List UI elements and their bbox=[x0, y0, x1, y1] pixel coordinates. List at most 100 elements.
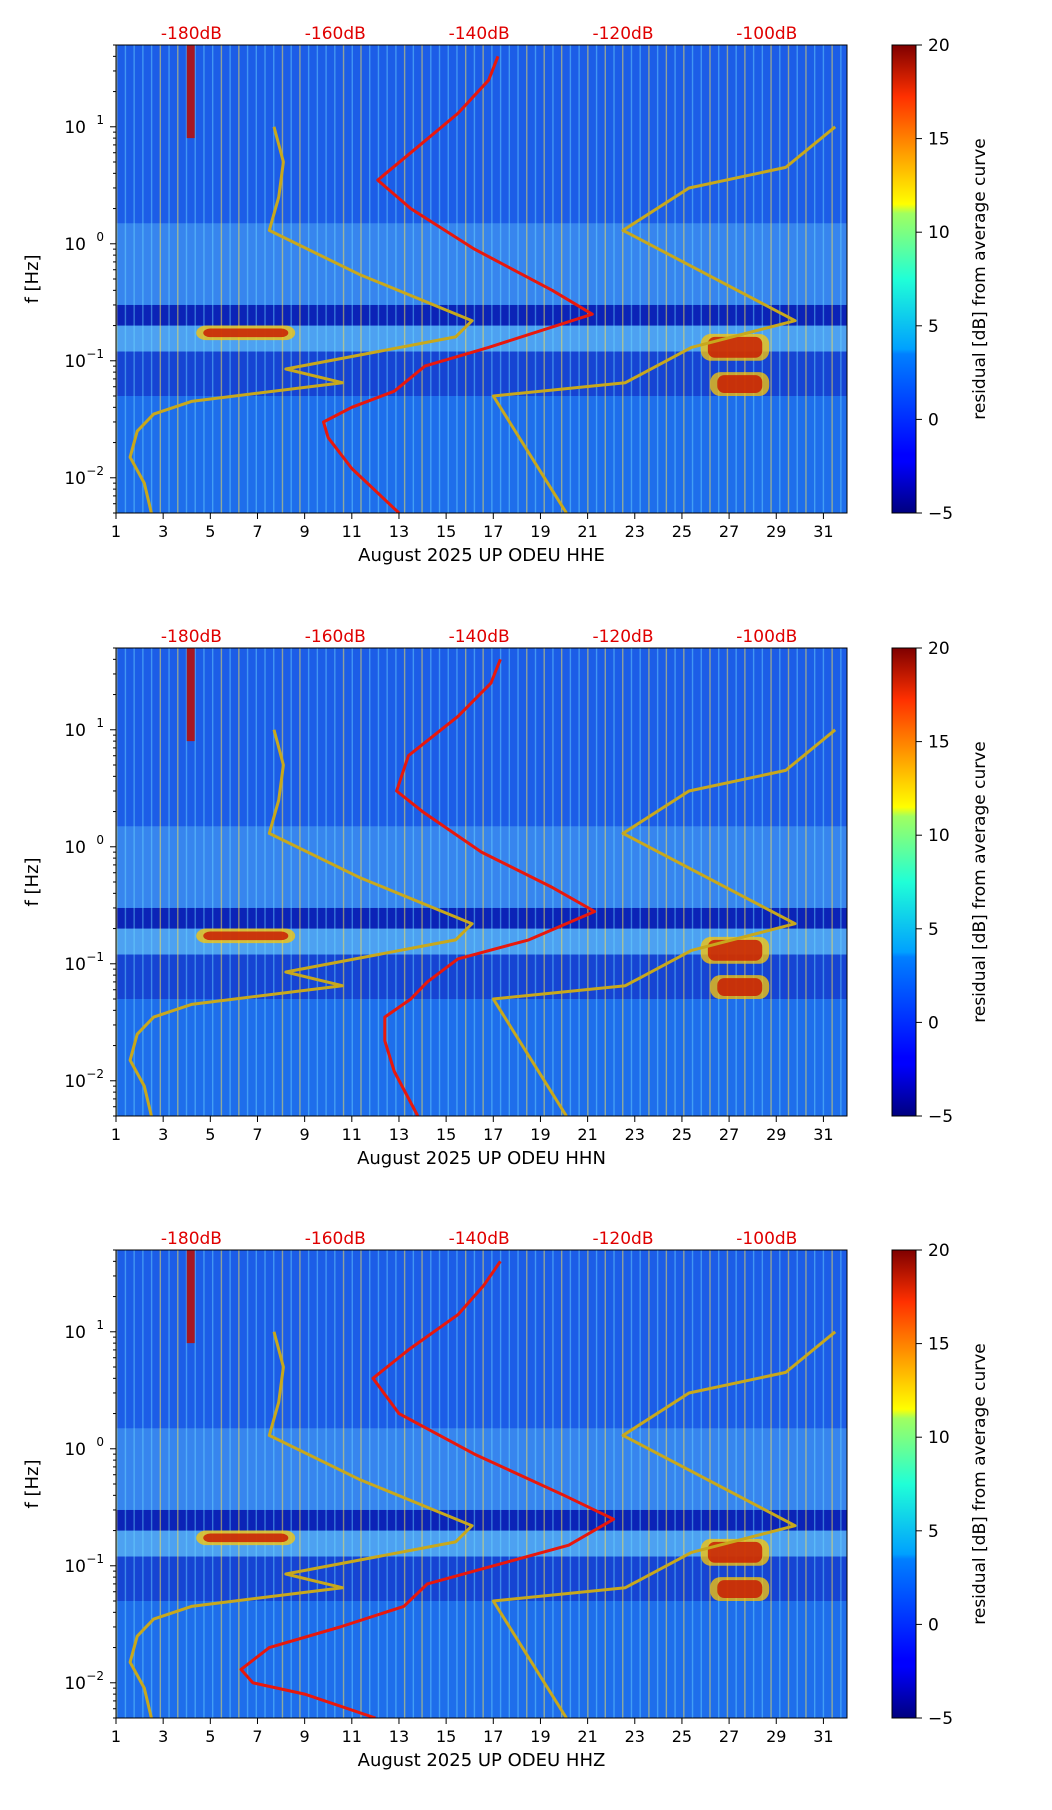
y-tick-label: 10 bbox=[64, 955, 86, 975]
spectrogram-streak bbox=[761, 648, 764, 1116]
spectrogram-streak bbox=[464, 1250, 467, 1718]
spectrogram-streak bbox=[220, 1250, 223, 1718]
spectrogram-streak bbox=[334, 1250, 336, 1718]
spectrogram-streak bbox=[342, 648, 345, 1116]
spectrogram-streak bbox=[412, 1250, 415, 1718]
spectrogram-streak bbox=[674, 648, 676, 1116]
spectrogram-streak bbox=[508, 1250, 511, 1718]
spectrogram-streak bbox=[691, 45, 694, 513]
spectrogram-streak bbox=[281, 45, 284, 513]
spectrogram-streak bbox=[709, 1250, 711, 1718]
y-tick-label: 10 bbox=[64, 1674, 86, 1694]
y-tick-label: 10 bbox=[64, 235, 86, 255]
spectrogram-streak bbox=[595, 45, 598, 513]
colorbar-tick-label: 15 bbox=[928, 130, 950, 150]
spectrogram-streak bbox=[604, 1250, 606, 1718]
spectrogram-streak bbox=[351, 1250, 353, 1718]
spectrogram-streak bbox=[648, 1250, 650, 1718]
spectrogram-streak bbox=[831, 648, 833, 1116]
colorbar-tick-label: 0 bbox=[928, 1013, 939, 1033]
x-tick-label: 31 bbox=[813, 1727, 833, 1746]
spectrogram-streak bbox=[342, 45, 345, 513]
y-tick-label: 10 bbox=[64, 118, 86, 138]
x-tick-label: 1 bbox=[111, 1125, 121, 1144]
spectrogram-streak bbox=[499, 648, 502, 1116]
spectrogram-streak bbox=[517, 648, 519, 1116]
spectrogram-streak bbox=[656, 648, 659, 1116]
spectrogram-streak bbox=[482, 1250, 484, 1718]
spectrogram-streak bbox=[211, 648, 214, 1116]
spectrogram-streak bbox=[430, 1250, 432, 1718]
spectrogram-streak bbox=[316, 1250, 319, 1718]
spectrogram-hotspot-core bbox=[717, 375, 763, 393]
top-db-label: -160dB bbox=[305, 1229, 366, 1249]
spectrogram-band bbox=[116, 223, 847, 305]
spectrogram-streak bbox=[194, 1250, 196, 1718]
spectrogram-streak bbox=[273, 1250, 275, 1718]
x-tick-label: 25 bbox=[672, 522, 692, 541]
spectrogram-streak bbox=[473, 648, 476, 1116]
spectrogram-streak bbox=[622, 45, 624, 513]
spectrogram-streak bbox=[334, 648, 336, 1116]
spectrogram-streak bbox=[683, 648, 685, 1116]
spectrogram-streak bbox=[752, 45, 755, 513]
spectrogram-streak bbox=[229, 648, 231, 1116]
spectrogram-streak bbox=[447, 45, 449, 513]
colorbar: 20 15 10 5 0 −5 residual [dB] from average cur… bbox=[891, 36, 990, 524]
colorbar-tick-label: 5 bbox=[928, 317, 939, 337]
x-tick-label: 15 bbox=[436, 522, 456, 541]
spectrogram-streak bbox=[473, 45, 476, 513]
colorbar-tick-label: 0 bbox=[928, 1615, 939, 1635]
spectrogram-streak bbox=[124, 648, 127, 1116]
spectrogram-streak bbox=[534, 648, 537, 1116]
spectrogram-streak bbox=[482, 45, 484, 513]
spectrogram-streak bbox=[700, 648, 702, 1116]
top-db-label: -140dB bbox=[449, 24, 510, 44]
spectrogram-streak bbox=[142, 1250, 144, 1718]
spectrogram-streak bbox=[360, 1250, 362, 1718]
y-tick-exponent: −1 bbox=[86, 1552, 104, 1566]
spectrogram-streak bbox=[639, 45, 641, 513]
spectrogram-streak bbox=[229, 1250, 231, 1718]
spectrogram-streak bbox=[796, 648, 798, 1116]
spectrogram-streak bbox=[273, 648, 275, 1116]
spectrogram-streak bbox=[334, 45, 336, 513]
colorbar-tick-label: −5 bbox=[928, 1709, 953, 1729]
spectrogram-band bbox=[116, 45, 847, 224]
spectrogram-streak bbox=[840, 648, 842, 1116]
spectrogram-streak bbox=[578, 648, 580, 1116]
spectrogram-hot-strip bbox=[186, 45, 195, 139]
spectrogram-streak bbox=[211, 1250, 214, 1718]
curve-noise-model bbox=[491, 728, 837, 1116]
x-tick-label: 11 bbox=[342, 1125, 362, 1144]
spectrogram-band bbox=[116, 1250, 847, 1429]
spectrogram-band bbox=[116, 907, 847, 929]
y-tick-label: 10 bbox=[64, 1440, 86, 1460]
spectrogram-streak bbox=[142, 648, 144, 1116]
spectrogram-streak bbox=[447, 1250, 449, 1718]
x-tick-label: 15 bbox=[436, 1125, 456, 1144]
spectrogram-streak bbox=[761, 1250, 764, 1718]
spectrogram-streak bbox=[473, 1250, 476, 1718]
spectrogram-streak bbox=[534, 45, 537, 513]
spectrogram-streak bbox=[840, 1250, 842, 1718]
spectrogram-streak bbox=[211, 45, 214, 513]
spectrogram-streak bbox=[552, 648, 554, 1116]
y-axis-label: f [Hz] bbox=[22, 857, 43, 906]
spectrogram-streak bbox=[133, 45, 135, 513]
x-tick-label: 17 bbox=[483, 522, 503, 541]
spectrogram-streak bbox=[587, 1250, 589, 1718]
x-tick-label: 13 bbox=[389, 1125, 409, 1144]
spectrogram-band bbox=[116, 826, 847, 908]
x-tick-label: 21 bbox=[577, 1727, 597, 1746]
spectrogram-streak bbox=[735, 648, 737, 1116]
spectrogram-streak bbox=[543, 1250, 545, 1718]
spectrogram-streak bbox=[255, 45, 257, 513]
x-tick-label: 13 bbox=[389, 522, 409, 541]
spectrogram-streak bbox=[386, 1250, 388, 1718]
x-tick-label: 11 bbox=[342, 1727, 362, 1746]
curve-noise-model bbox=[128, 126, 474, 513]
spectrogram-streak bbox=[133, 1250, 135, 1718]
top-db-label: -140dB bbox=[449, 627, 510, 647]
